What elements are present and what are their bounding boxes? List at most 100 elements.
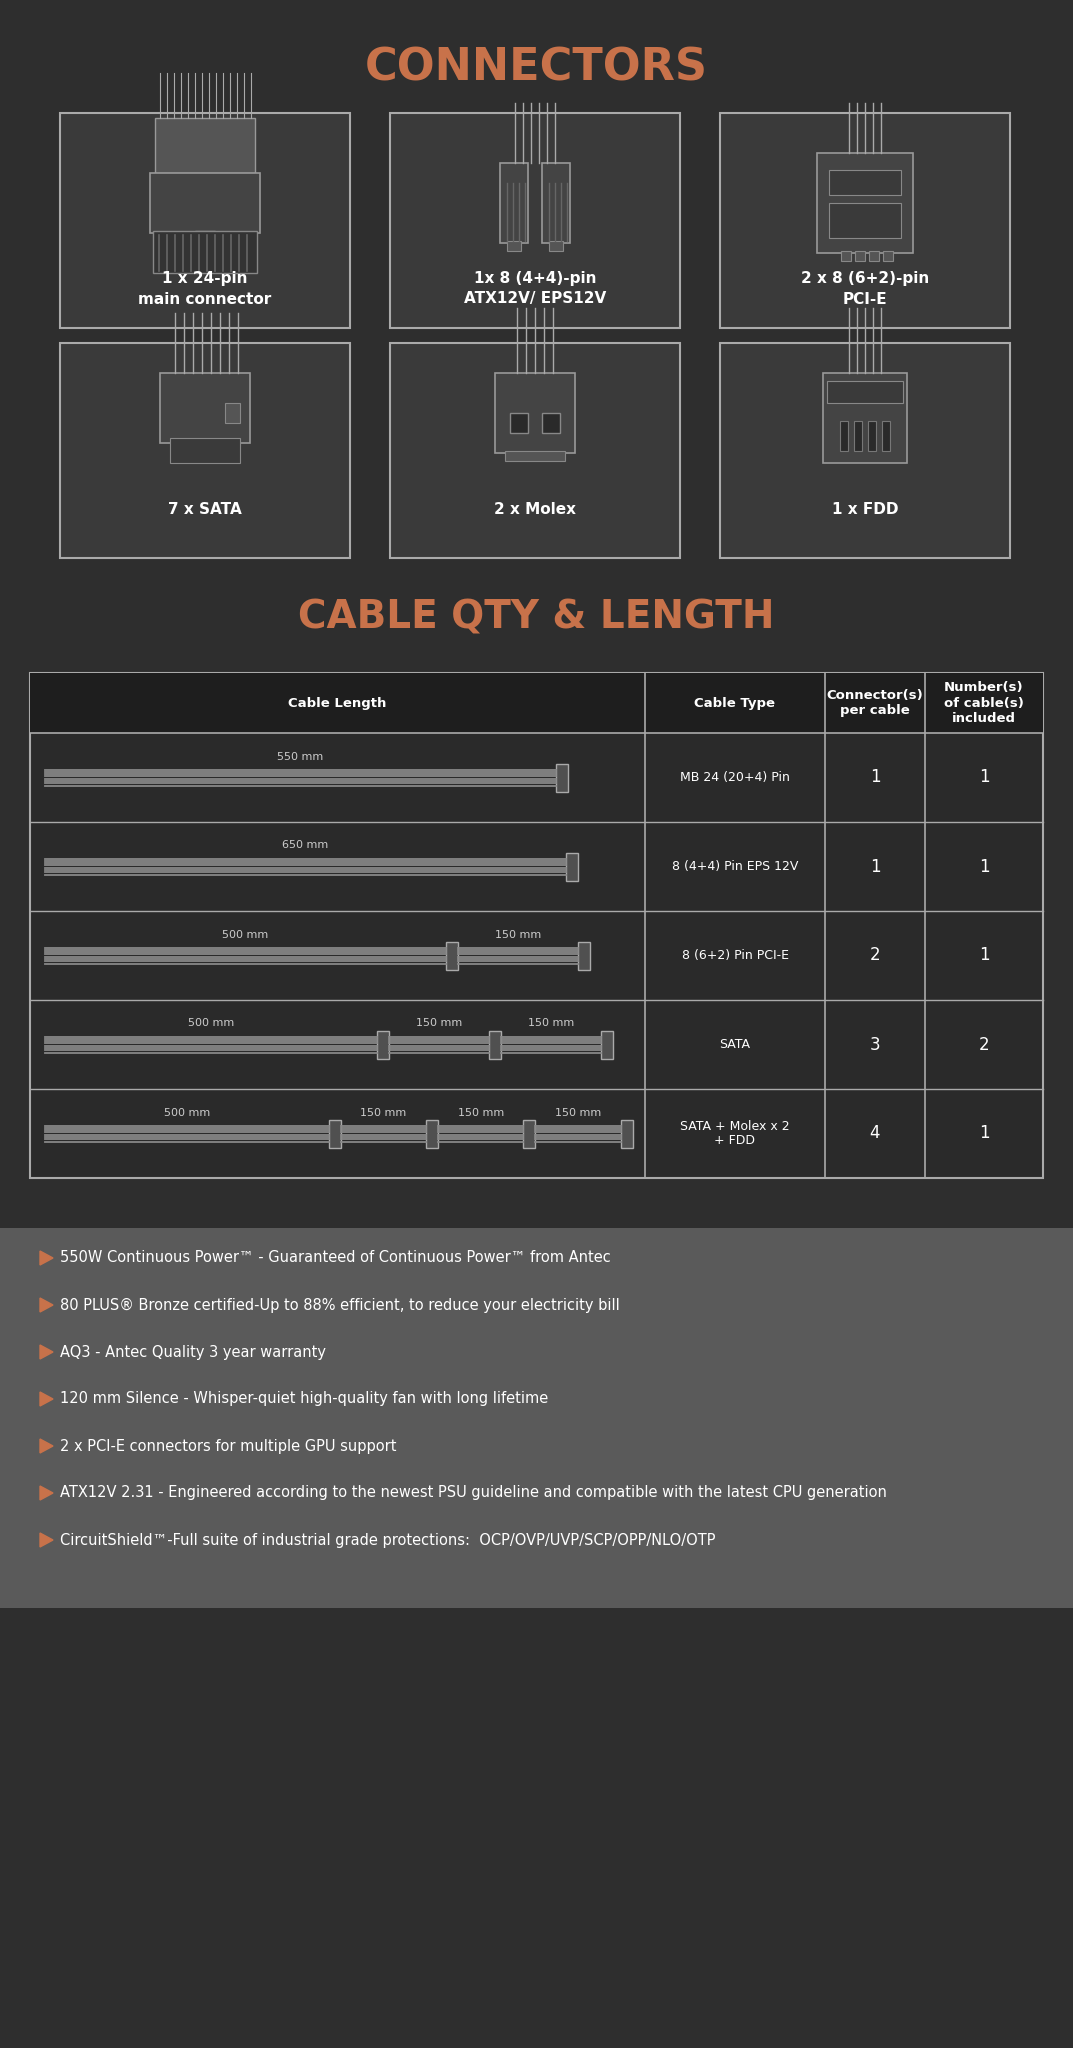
Text: SATA + Molex x 2
+ FDD: SATA + Molex x 2 + FDD	[680, 1120, 790, 1147]
Bar	[829, 203, 901, 238]
Text: ATX12V 2.31 - Engineered according to the newest PSU guideline and compatible wi: ATX12V 2.31 - Engineered according to th…	[60, 1485, 887, 1501]
Bar	[565, 852, 578, 881]
Text: 1: 1	[979, 768, 989, 786]
Text: 1 x 24-pin: 1 x 24-pin	[162, 272, 248, 287]
Text: Number(s)
of cable(s)
included: Number(s) of cable(s) included	[944, 682, 1024, 725]
Text: PCI-E: PCI-E	[842, 291, 887, 307]
Bar	[225, 403, 240, 424]
Bar	[620, 1120, 633, 1147]
Text: CONNECTORS: CONNECTORS	[365, 47, 707, 90]
Text: SATA: SATA	[720, 1038, 750, 1051]
Text: CircuitShield™-Full suite of industrial grade protections:  OCP/OVP/UVP/SCP/OPP/: CircuitShield™-Full suite of industrial …	[60, 1532, 716, 1548]
Text: 1: 1	[870, 858, 880, 874]
Bar	[855, 252, 865, 260]
Text: 150 mm: 150 mm	[528, 1018, 574, 1028]
Bar	[601, 1030, 613, 1059]
Polygon shape	[40, 1298, 53, 1313]
Text: 80 PLUS® Bronze certified-Up to 88% efficient, to reduce your electricity bill: 80 PLUS® Bronze certified-Up to 88% effi…	[60, 1298, 620, 1313]
Text: 2 x PCI-E connectors for multiple GPU support: 2 x PCI-E connectors for multiple GPU su…	[60, 1438, 397, 1454]
Bar	[489, 1030, 501, 1059]
Bar	[30, 674, 1043, 1178]
Bar	[160, 373, 250, 442]
Text: 2: 2	[979, 1036, 989, 1053]
Text: main connector: main connector	[138, 291, 271, 307]
Bar	[0, 1229, 1073, 1608]
Bar	[829, 170, 901, 195]
Text: 2 x Molex: 2 x Molex	[494, 502, 576, 516]
Bar	[329, 1120, 341, 1147]
Bar	[170, 438, 240, 463]
Bar	[823, 373, 907, 463]
Text: 1x 8 (4+4)-pin: 1x 8 (4+4)-pin	[474, 272, 597, 287]
Text: 1: 1	[979, 1124, 989, 1143]
Text: 150 mm: 150 mm	[416, 1018, 462, 1028]
Text: Cable Length: Cable Length	[289, 696, 386, 709]
Text: 1: 1	[979, 858, 989, 874]
Bar	[510, 414, 528, 432]
Bar	[720, 113, 1010, 328]
Bar	[150, 172, 260, 233]
Bar	[505, 451, 565, 461]
Text: AQ3 - Antec Quality 3 year warranty: AQ3 - Antec Quality 3 year warranty	[60, 1343, 326, 1360]
Bar	[817, 154, 913, 254]
Bar	[720, 342, 1010, 557]
Bar	[445, 942, 458, 969]
Bar	[840, 422, 848, 451]
Bar	[841, 252, 851, 260]
Bar	[389, 113, 680, 328]
Bar	[882, 422, 890, 451]
Bar	[426, 1120, 438, 1147]
Polygon shape	[40, 1251, 53, 1266]
Bar	[389, 342, 680, 557]
Text: 2: 2	[870, 946, 880, 965]
Bar	[500, 164, 528, 244]
Text: 550W Continuous Power™ - Guaranteed of Continuous Power™ from Antec: 550W Continuous Power™ - Guaranteed of C…	[60, 1251, 611, 1266]
Polygon shape	[40, 1393, 53, 1407]
Polygon shape	[40, 1534, 53, 1546]
Text: MB 24 (20+4) Pin: MB 24 (20+4) Pin	[680, 770, 790, 784]
Bar	[542, 164, 570, 244]
Text: 150 mm: 150 mm	[361, 1108, 407, 1118]
Bar	[495, 373, 575, 453]
Bar	[195, 231, 215, 244]
Text: 1 x FDD: 1 x FDD	[832, 502, 898, 516]
Text: 500 mm: 500 mm	[222, 930, 268, 940]
Bar	[868, 422, 876, 451]
Bar	[542, 414, 560, 432]
Text: ATX12V/ EPS12V: ATX12V/ EPS12V	[464, 291, 606, 307]
Text: Connector(s)
per cable: Connector(s) per cable	[826, 688, 924, 717]
Polygon shape	[40, 1440, 53, 1452]
Polygon shape	[40, 1487, 53, 1499]
Text: 8 (6+2) Pin PCI-E: 8 (6+2) Pin PCI-E	[681, 948, 789, 963]
Text: 4: 4	[870, 1124, 880, 1143]
Text: 650 mm: 650 mm	[282, 840, 328, 850]
Bar	[854, 422, 862, 451]
Bar	[556, 764, 568, 791]
Polygon shape	[40, 1346, 53, 1360]
Bar	[524, 1120, 535, 1147]
Text: 150 mm: 150 mm	[495, 930, 541, 940]
Text: 1: 1	[979, 946, 989, 965]
Text: 120 mm Silence - Whisper-quiet high-quality fan with long lifetime: 120 mm Silence - Whisper-quiet high-qual…	[60, 1391, 548, 1407]
Text: 7 x SATA: 7 x SATA	[168, 502, 241, 516]
Text: 150 mm: 150 mm	[555, 1108, 601, 1118]
Text: 3: 3	[870, 1036, 880, 1053]
Text: 150 mm: 150 mm	[458, 1108, 504, 1118]
Text: 500 mm: 500 mm	[188, 1018, 234, 1028]
Bar	[153, 231, 258, 272]
Text: CABLE QTY & LENGTH: CABLE QTY & LENGTH	[297, 598, 775, 637]
Bar	[549, 242, 563, 252]
Bar	[60, 342, 350, 557]
Bar	[60, 113, 350, 328]
Bar	[883, 252, 893, 260]
Text: 8 (4+4) Pin EPS 12V: 8 (4+4) Pin EPS 12V	[672, 860, 798, 872]
Bar	[827, 381, 903, 403]
Text: 2 x 8 (6+2)-pin: 2 x 8 (6+2)-pin	[800, 272, 929, 287]
Text: Cable Type: Cable Type	[694, 696, 776, 709]
Bar	[30, 674, 1043, 733]
Text: 500 mm: 500 mm	[164, 1108, 210, 1118]
Bar	[155, 119, 255, 172]
Text: 1: 1	[870, 768, 880, 786]
Bar	[508, 242, 521, 252]
Text: 550 mm: 550 mm	[277, 752, 323, 762]
